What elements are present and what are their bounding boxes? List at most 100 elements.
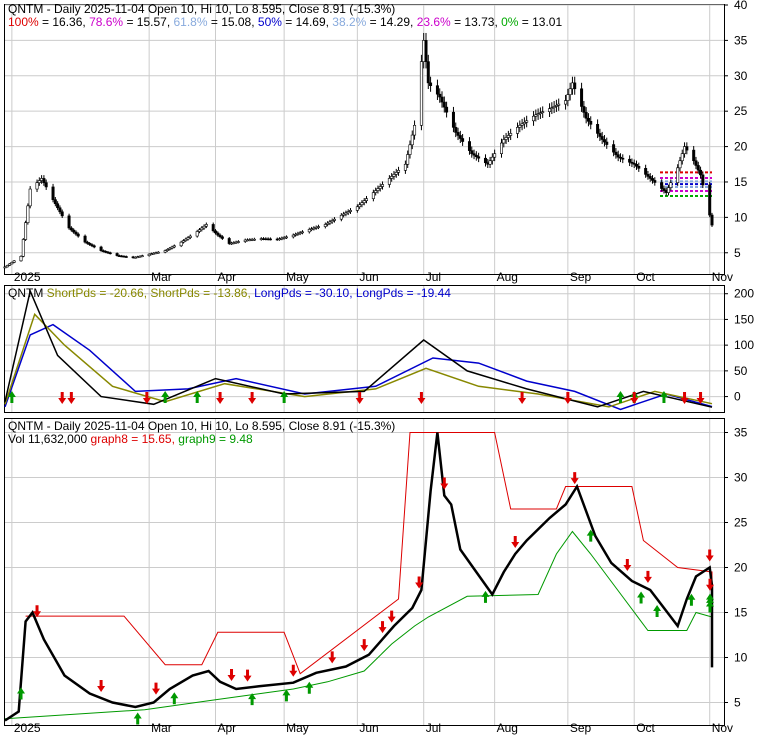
price-candle-body	[307, 229, 311, 233]
price-candle-body	[330, 220, 334, 223]
sell-arrow-icon	[643, 570, 652, 583]
price-candle-body	[220, 236, 224, 239]
indicator-panel: 0 50 100 150 200 QNTM ShortPds = -20.66, Sho…	[4, 285, 754, 413]
price-candle-body	[602, 139, 606, 143]
price-candle-body	[298, 232, 302, 234]
sell-arrow-icon	[563, 392, 572, 404]
price-candle-body	[323, 224, 327, 227]
price-candle-body	[685, 146, 689, 151]
price-candle-body	[472, 153, 476, 156]
price-candle-body	[554, 104, 558, 107]
sell-arrow-icon	[417, 392, 426, 404]
volume-y-tick-label: 15	[734, 606, 748, 620]
price-candle-body	[451, 111, 455, 128]
price-x-tick-label: 2025	[14, 270, 41, 284]
sell-arrow-icon	[243, 669, 252, 682]
price-candle-body	[397, 170, 401, 173]
price-candle-body	[669, 182, 673, 188]
sell-arrow-icon	[705, 549, 714, 562]
price-candle-body	[19, 256, 23, 262]
buy-arrow-icon	[17, 687, 26, 700]
price-candle-body	[589, 120, 593, 125]
price-candle-body	[634, 163, 638, 167]
price-candle-body	[467, 141, 471, 151]
price-candle-body	[538, 112, 542, 115]
price-candle-body	[456, 132, 460, 136]
price-candle-body	[195, 231, 199, 237]
price-candle-body	[291, 234, 295, 238]
fib-legend-level: 61.8%	[173, 15, 207, 29]
price-candle-body	[692, 149, 696, 162]
price-candle-body	[296, 233, 300, 235]
sell-arrow-icon	[227, 668, 236, 681]
price-candle-body	[378, 186, 382, 189]
indicator-legend-item: ShortPds = -13.86,	[147, 286, 251, 300]
price-candle-body	[213, 230, 217, 234]
indicator-grid	[5, 286, 724, 412]
price-candle-body	[72, 229, 76, 233]
sell-arrow-icon	[570, 472, 579, 485]
price-candle-body	[493, 153, 497, 158]
volume-legend-item: graph8 = 15.65,	[87, 432, 175, 446]
price-candle-body	[188, 235, 192, 238]
price-candle-body	[339, 214, 343, 220]
sell-arrow-icon	[58, 392, 67, 404]
price-candle-body	[365, 198, 369, 201]
price-candle-body	[502, 139, 506, 144]
price-candle-body	[461, 138, 465, 142]
volume-x-tick-label: 2025	[14, 721, 41, 735]
price-candle-body	[568, 88, 572, 95]
volume-y-tick-label: 35	[734, 426, 748, 440]
price-candle-body	[200, 227, 204, 231]
price-y-tick-label: 35	[734, 33, 748, 47]
buy-arrow-icon	[687, 593, 696, 606]
price-candle-body	[344, 212, 348, 215]
fib-legend-value: = 15.57,	[123, 15, 173, 29]
price-candle-body	[360, 202, 364, 206]
volume-panel-frame	[4, 418, 725, 726]
price-candle-body	[541, 111, 545, 114]
volume-x-ticks: 2025 Mar Apr May Jun Jul Aug Sep Oct Nov	[14, 721, 733, 735]
price-panel-frame	[4, 4, 725, 275]
price-candle-body	[598, 133, 602, 137]
price-candle-body	[172, 245, 176, 248]
price-candle-body	[186, 237, 190, 240]
price-candle-body	[392, 174, 396, 177]
price-candle-body	[442, 101, 446, 108]
price-candle-body	[163, 250, 167, 253]
indicator-y-ticks: 0 50 100 150 200	[724, 287, 754, 404]
volume-x-tick-label: Apr	[217, 721, 236, 735]
price-candle-body	[5, 265, 9, 268]
price-x-tick-label: Nov	[712, 270, 733, 284]
volume-y-tick-label: 10	[734, 651, 748, 665]
price-candle-body	[168, 247, 172, 250]
sell-arrow-icon	[33, 605, 42, 618]
volume-grid	[5, 419, 724, 725]
price-candle-body	[474, 154, 478, 157]
price-candle-body	[550, 107, 554, 109]
price-candle-body	[648, 176, 652, 179]
price-x-tick-label: Apr	[217, 270, 236, 284]
price-candle-body	[676, 167, 680, 183]
price-candle-body	[536, 113, 540, 116]
price-candle-body	[216, 232, 220, 236]
volume-series-line	[25, 432, 713, 675]
volume-legend: Vol 11,632,000 graph8 = 15.65, graph9 = …	[8, 432, 253, 446]
price-candle-body	[600, 136, 604, 140]
volume-lines	[4, 432, 714, 722]
buy-arrow-icon	[133, 712, 142, 725]
buy-arrow-icon	[170, 692, 179, 705]
price-x-tick-label: Mar	[151, 270, 172, 284]
price-candle-body	[3, 266, 7, 269]
price-candle-body	[346, 211, 350, 214]
price-candle-body	[390, 176, 394, 179]
volume-legend-item: Vol 11,632,000	[8, 432, 88, 446]
volume-x-tick-label: Nov	[712, 721, 733, 735]
fib-level-dashes	[660, 171, 712, 198]
price-candle-body	[429, 82, 433, 87]
volume-x-tick-label: Oct	[636, 721, 655, 735]
price-x-tick-label: Sep	[570, 270, 592, 284]
price-candle-body	[646, 174, 650, 177]
